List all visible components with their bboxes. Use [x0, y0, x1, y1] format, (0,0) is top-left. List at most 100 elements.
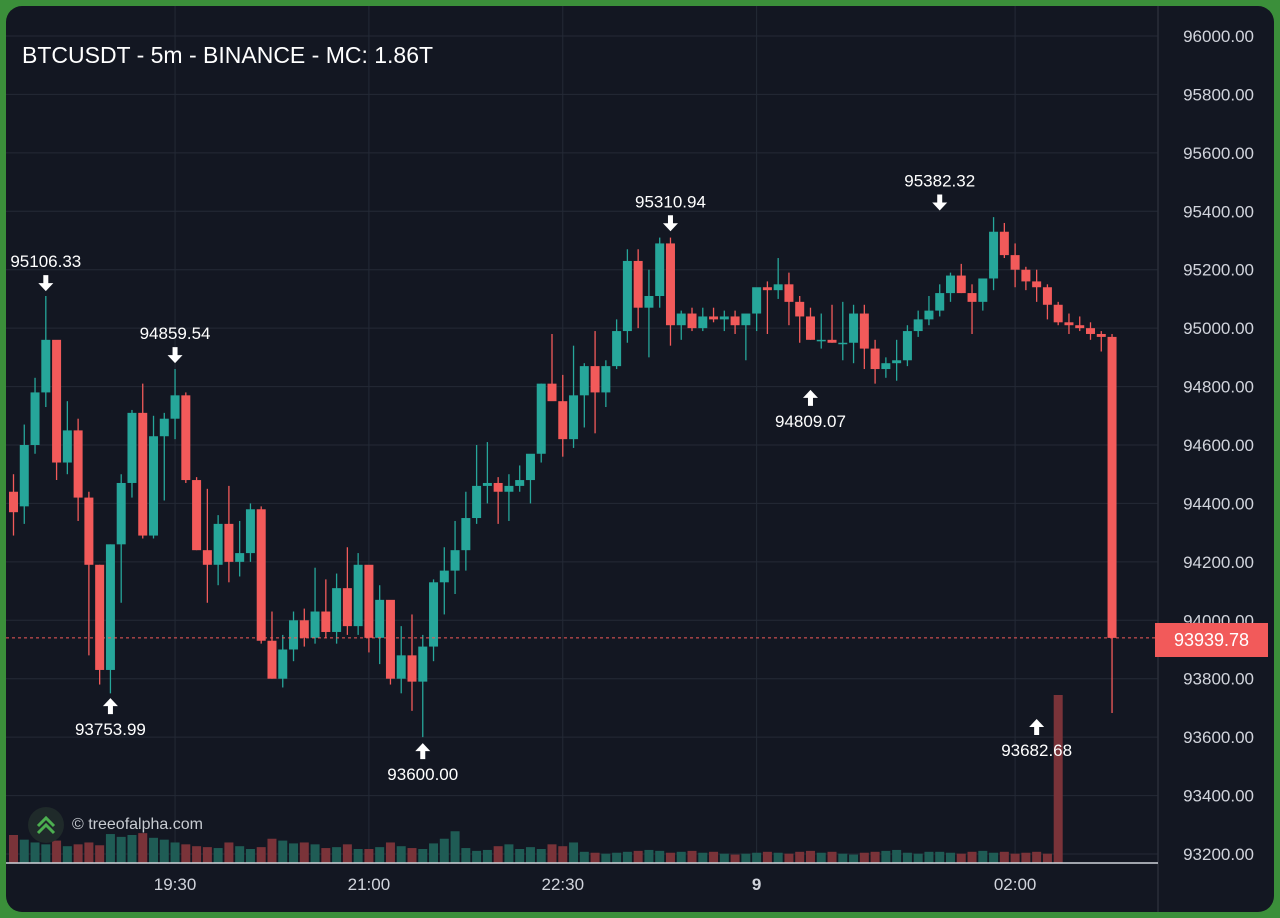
- volume-bar: [235, 846, 245, 863]
- high-annotation-label: 95382.32: [904, 171, 975, 190]
- volume-bar: [644, 849, 654, 863]
- candle-body: [655, 243, 665, 297]
- candle-body: [62, 430, 72, 463]
- volume-bar: [245, 849, 255, 863]
- candle-body: [493, 482, 503, 492]
- volume-bar: [493, 846, 503, 863]
- volume-bar: [73, 844, 83, 863]
- candle-body: [1107, 336, 1117, 638]
- price-tick-label: 93800.00: [1183, 670, 1254, 689]
- time-tick-label: 22:30: [541, 875, 584, 894]
- candle-body: [159, 418, 169, 437]
- volume-bar: [665, 852, 675, 863]
- candle-body: [1096, 333, 1106, 337]
- volume-bar: [752, 852, 762, 863]
- price-tick-label: 95000.00: [1183, 319, 1254, 338]
- watermark-text: © treeofalpha.com: [72, 816, 203, 833]
- volume-bar: [935, 851, 945, 863]
- volume-bar: [170, 842, 180, 863]
- volume-bar: [805, 850, 815, 863]
- candle-body: [698, 316, 708, 329]
- candle-body: [385, 599, 395, 679]
- volume-bar: [913, 853, 923, 863]
- arrow-up-icon: [1029, 718, 1045, 735]
- volume-bar: [407, 848, 417, 863]
- volume-bar: [612, 852, 622, 863]
- volume-bar: [310, 844, 320, 863]
- volume-bar: [95, 845, 105, 863]
- volume-bar: [698, 852, 708, 863]
- volume-bar: [84, 842, 94, 863]
- volume-bar: [482, 849, 492, 863]
- price-tick-label: 95200.00: [1183, 261, 1254, 280]
- candle-body: [299, 620, 309, 638]
- candle-body: [192, 480, 202, 551]
- candle-body: [978, 278, 988, 302]
- candle-body: [762, 287, 772, 291]
- candle-body: [525, 453, 535, 481]
- volume-bar: [622, 851, 632, 863]
- volume-bar: [342, 844, 352, 863]
- candle-body: [19, 445, 29, 507]
- arrow-down-icon: [167, 347, 183, 364]
- chart-frame: 95106.33 94859.54 93753.99 93600.00 95310.94…: [6, 6, 1274, 912]
- volume-bar: [525, 847, 535, 863]
- candle-body: [1042, 287, 1052, 305]
- high-annotation-label: 94859.54: [140, 324, 211, 343]
- arrow-down-icon: [932, 194, 948, 211]
- candle-body: [579, 366, 589, 396]
- price-tick-label: 95600.00: [1183, 144, 1254, 163]
- volume-bar: [364, 849, 374, 863]
- volume-bar: [655, 850, 665, 863]
- candle-body: [52, 339, 62, 463]
- candle-body: [795, 301, 805, 317]
- candle-body: [1032, 281, 1042, 288]
- candle-body: [482, 482, 492, 486]
- candle-body: [644, 296, 654, 308]
- volume-bar: [19, 839, 29, 863]
- candle-body: [709, 316, 719, 320]
- candle-body: [1064, 322, 1074, 326]
- arrow-down-icon: [38, 275, 54, 292]
- volume-bar: [192, 846, 202, 863]
- price-tick-label: 94400.00: [1183, 494, 1254, 513]
- candlestick-chart[interactable]: 95106.33 94859.54 93753.99 93600.00 95310.94…: [6, 6, 1274, 912]
- candle-body: [730, 316, 740, 326]
- candle-body: [245, 509, 255, 554]
- volume-bar: [547, 844, 557, 863]
- candle-body: [310, 611, 320, 638]
- volume-bar: [375, 847, 385, 863]
- candle-body: [601, 366, 611, 393]
- price-tick-label: 95800.00: [1183, 85, 1254, 104]
- low-annotation-label: 93753.99: [75, 720, 146, 739]
- candle-body: [773, 284, 783, 291]
- volume-bar: [902, 852, 912, 863]
- volume-bar: [52, 840, 62, 863]
- volume-bar: [159, 839, 169, 863]
- price-tick-label: 94800.00: [1183, 378, 1254, 397]
- price-tick-label: 96000.00: [1183, 27, 1254, 46]
- volume-bar: [149, 837, 159, 863]
- time-tick-label: 02:00: [994, 875, 1037, 894]
- candle-body: [1053, 304, 1063, 323]
- candle-body: [202, 550, 212, 565]
- candle-body: [515, 480, 525, 486]
- volume-bar: [396, 846, 406, 863]
- candle-body: [633, 260, 643, 308]
- candle-body: [41, 339, 51, 393]
- candle-body: [1086, 328, 1095, 334]
- volume-bar: [849, 854, 859, 863]
- candle-body: [870, 348, 880, 370]
- candle-body: [213, 523, 223, 565]
- volume-bar: [601, 853, 611, 863]
- candle-body: [127, 412, 137, 483]
- volume-bar: [892, 849, 902, 863]
- volume-bar: [945, 852, 955, 863]
- volume-bar: [687, 850, 697, 863]
- candle-body: [945, 275, 955, 294]
- volume-bar: [762, 851, 772, 863]
- last-price-tag: 93939.78: [1155, 623, 1268, 657]
- candle-body: [913, 319, 923, 332]
- volume-bar: [1042, 853, 1052, 863]
- volume-bar: [1032, 851, 1042, 863]
